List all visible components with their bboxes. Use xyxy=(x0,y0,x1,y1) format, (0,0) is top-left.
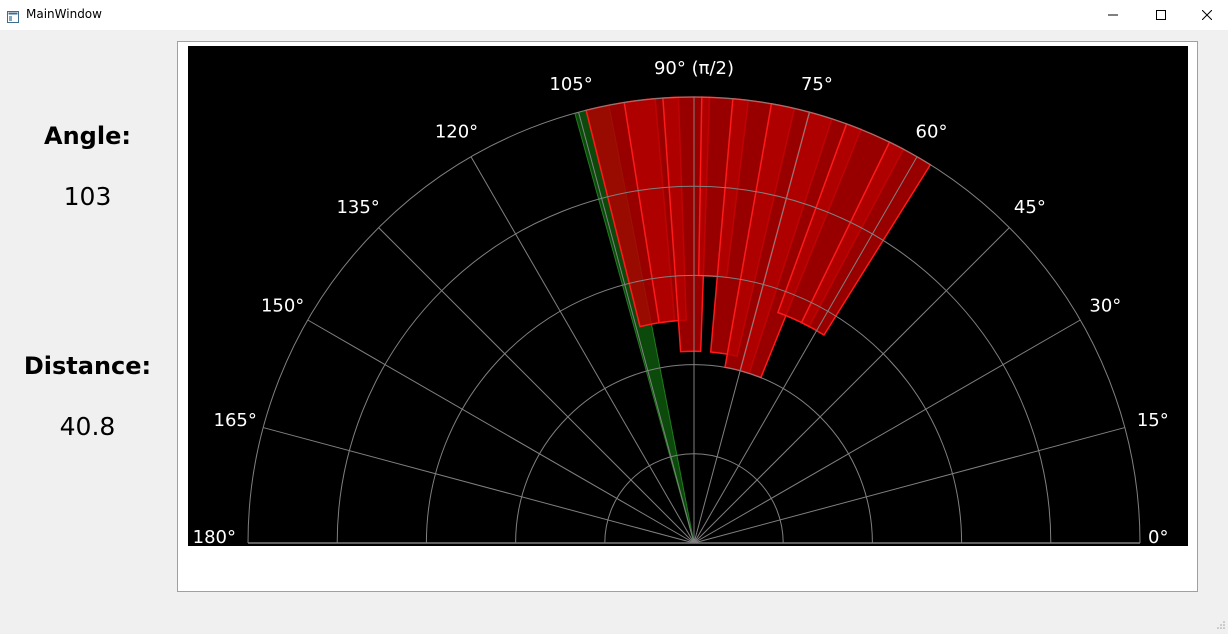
close-icon xyxy=(1202,10,1212,20)
grid-spoke-60 xyxy=(693,156,918,544)
maximize-button[interactable] xyxy=(1138,0,1184,30)
angle-tick-label-45: 45° xyxy=(1014,197,1046,218)
readout-panel: Angle: 103 Distance: 40.8 xyxy=(0,30,175,627)
grid-spoke-165 xyxy=(263,427,695,544)
angle-tick-label-0: 0° xyxy=(1148,527,1168,546)
angle-tick-label-120: 120° xyxy=(435,122,478,143)
grid-spoke-150 xyxy=(307,319,695,544)
radar-plot-frame: 0° 15° 30° 45° 60° 75° 90° (π/2) 105° 120° 135° 15… xyxy=(177,41,1198,592)
angle-value: 103 xyxy=(63,182,112,211)
angle-tick-label-135: 135° xyxy=(336,197,379,218)
minimize-button[interactable] xyxy=(1090,0,1136,30)
angle-tick-label-30: 30° xyxy=(1089,296,1121,317)
app-window-icon xyxy=(7,8,19,23)
radar-chart: 0° 15° 30° 45° 60° 75° 90° (π/2) 105° 120° 135° 15… xyxy=(188,46,1188,546)
angle-tick-label-75: 75° xyxy=(801,74,833,95)
angle-label-layer: 0° 15° 30° 45° 60° 75° 90° (π/2) 105° 120° 135° 15… xyxy=(193,58,1169,546)
close-button[interactable] xyxy=(1184,0,1228,30)
grid-spoke-15 xyxy=(693,427,1125,544)
grid-spoke-75 xyxy=(693,112,810,544)
angle-tick-label-15: 15° xyxy=(1137,410,1169,431)
angle-tick-label-105: 105° xyxy=(549,74,592,95)
angle-label: Angle: xyxy=(44,122,131,150)
resize-grip[interactable] xyxy=(1216,615,1226,629)
grid-spoke-30 xyxy=(693,319,1081,544)
distance-value: 40.8 xyxy=(59,412,116,441)
angle-tick-label-150: 150° xyxy=(261,296,304,317)
minimize-icon xyxy=(1108,14,1118,16)
angle-tick-label-60: 60° xyxy=(916,122,948,143)
grid-spoke-120 xyxy=(470,156,695,544)
angle-tick-label-180: 180° xyxy=(193,527,236,546)
angle-tick-label-90: 90° (π/2) xyxy=(654,58,734,79)
angle-tick-label-165: 165° xyxy=(214,410,257,431)
maximize-icon xyxy=(1156,10,1166,20)
title-bar: MainWindow xyxy=(0,0,1228,30)
grid-layer xyxy=(247,96,1141,544)
grid-spoke-45 xyxy=(693,227,1010,544)
window-title: MainWindow xyxy=(26,7,102,21)
distance-label: Distance: xyxy=(23,352,152,380)
grid-spoke-105 xyxy=(578,112,695,544)
grid-spoke-135 xyxy=(378,227,695,544)
resize-grip-icon xyxy=(1217,621,1225,629)
